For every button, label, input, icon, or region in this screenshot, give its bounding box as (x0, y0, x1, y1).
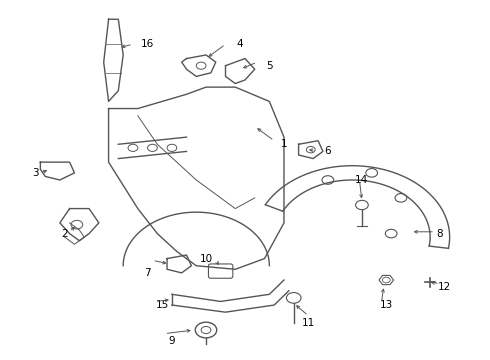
Text: 14: 14 (355, 175, 368, 185)
Text: 16: 16 (141, 39, 154, 49)
Text: 5: 5 (266, 61, 272, 71)
Text: 2: 2 (61, 229, 68, 239)
Text: 15: 15 (155, 300, 169, 310)
Text: 4: 4 (237, 39, 244, 49)
Text: 11: 11 (302, 318, 315, 328)
Text: 12: 12 (438, 282, 451, 292)
Text: 13: 13 (380, 300, 393, 310)
Text: 1: 1 (281, 139, 287, 149)
Text: 7: 7 (144, 268, 151, 278)
Text: 9: 9 (169, 336, 175, 346)
Text: 6: 6 (324, 147, 331, 157)
Text: 3: 3 (32, 168, 39, 178)
Text: 8: 8 (437, 229, 443, 239)
Text: 10: 10 (199, 253, 213, 264)
